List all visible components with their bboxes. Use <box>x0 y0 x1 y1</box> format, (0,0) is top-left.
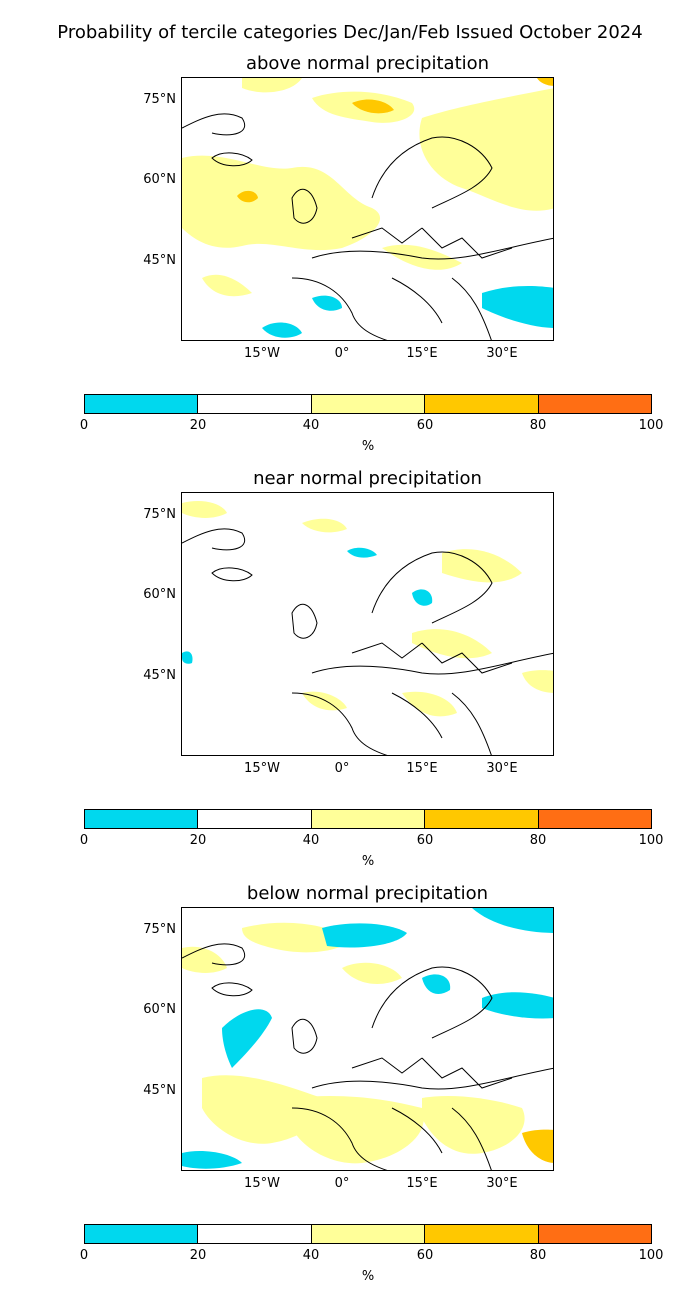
colorbar-seg-20-40 <box>198 395 312 413</box>
colorbar-tick: 100 <box>638 1248 664 1263</box>
lat-label-45: 45°N <box>143 253 176 268</box>
colorbar-seg-80-100 <box>538 395 652 413</box>
colorbar-2 <box>84 809 652 829</box>
lon-label-0: 0° <box>334 1176 350 1191</box>
colorbar-tick: 100 <box>638 418 664 433</box>
colorbar-label: % <box>361 1269 375 1284</box>
colorbar-tick: 0 <box>79 418 89 433</box>
lat-label-75: 75°N <box>143 92 176 107</box>
colorbar-seg-0-20 <box>85 395 199 413</box>
colorbar-tick: 40 <box>302 1248 320 1263</box>
colorbar-seg-20-40 <box>198 810 312 828</box>
colorbar-seg-60-80 <box>425 395 539 413</box>
lon-label-0: 0° <box>334 346 350 361</box>
colorbar-tick: 20 <box>189 833 207 848</box>
colorbar-seg-40-60 <box>311 810 426 828</box>
colorbar-3 <box>84 1224 652 1244</box>
colorbar-tick: 20 <box>189 1248 207 1263</box>
lon-label-15w: 15°W <box>244 346 280 361</box>
lon-label-15e: 15°E <box>406 761 438 776</box>
colorbar-tick: 60 <box>416 1248 434 1263</box>
colorbar-seg-80-100 <box>538 810 652 828</box>
lat-label-45: 45°N <box>143 1083 176 1098</box>
colorbar-tick: 80 <box>529 418 547 433</box>
map-above-svg <box>182 78 553 340</box>
colorbar-tick: 60 <box>416 833 434 848</box>
colorbar-tick: 20 <box>189 418 207 433</box>
colorbar-tick: 40 <box>302 833 320 848</box>
map-above-normal <box>181 77 554 341</box>
lon-label-30e: 30°E <box>486 761 518 776</box>
map-near-svg <box>182 501 553 755</box>
lat-label-75: 75°N <box>143 922 176 937</box>
panel-title-near: near normal precipitation <box>253 468 482 489</box>
lon-label-0: 0° <box>334 761 350 776</box>
lat-label-75: 75°N <box>143 507 176 522</box>
lon-label-15e: 15°E <box>406 346 438 361</box>
lat-label-45: 45°N <box>143 668 176 683</box>
lat-label-60: 60°N <box>143 587 176 602</box>
lat-label-60: 60°N <box>143 172 176 187</box>
figure-title: Probability of tercile categories Dec/Ja… <box>57 22 643 43</box>
colorbar-seg-40-60 <box>311 1225 426 1243</box>
colorbar-tick: 80 <box>529 833 547 848</box>
colorbar-seg-0-20 <box>85 1225 199 1243</box>
colorbar-seg-40-60 <box>311 395 426 413</box>
colorbar-1 <box>84 394 652 414</box>
colorbar-tick: 0 <box>79 1248 89 1263</box>
colorbar-seg-60-80 <box>425 1225 539 1243</box>
lon-label-15e: 15°E <box>406 1176 438 1191</box>
colorbar-tick: 80 <box>529 1248 547 1263</box>
lon-label-15w: 15°W <box>244 761 280 776</box>
colorbar-seg-80-100 <box>538 1225 652 1243</box>
panel-title-above: above normal precipitation <box>245 53 490 74</box>
lon-label-30e: 30°E <box>486 346 518 361</box>
lon-label-15w: 15°W <box>244 1176 280 1191</box>
colorbar-tick: 0 <box>79 833 89 848</box>
colorbar-seg-60-80 <box>425 810 539 828</box>
colorbar-label: % <box>361 854 375 869</box>
map-below-normal <box>181 907 554 1171</box>
lon-label-30e: 30°E <box>486 1176 518 1191</box>
colorbar-tick: 40 <box>302 418 320 433</box>
colorbar-label: % <box>361 439 375 454</box>
colorbar-seg-0-20 <box>85 810 199 828</box>
colorbar-seg-20-40 <box>198 1225 312 1243</box>
colorbar-tick: 60 <box>416 418 434 433</box>
colorbar-tick: 100 <box>638 833 664 848</box>
map-near-normal <box>181 492 554 756</box>
lat-label-60: 60°N <box>143 1002 176 1017</box>
map-below-svg <box>182 908 553 1170</box>
panel-title-below: below normal precipitation <box>246 883 489 904</box>
